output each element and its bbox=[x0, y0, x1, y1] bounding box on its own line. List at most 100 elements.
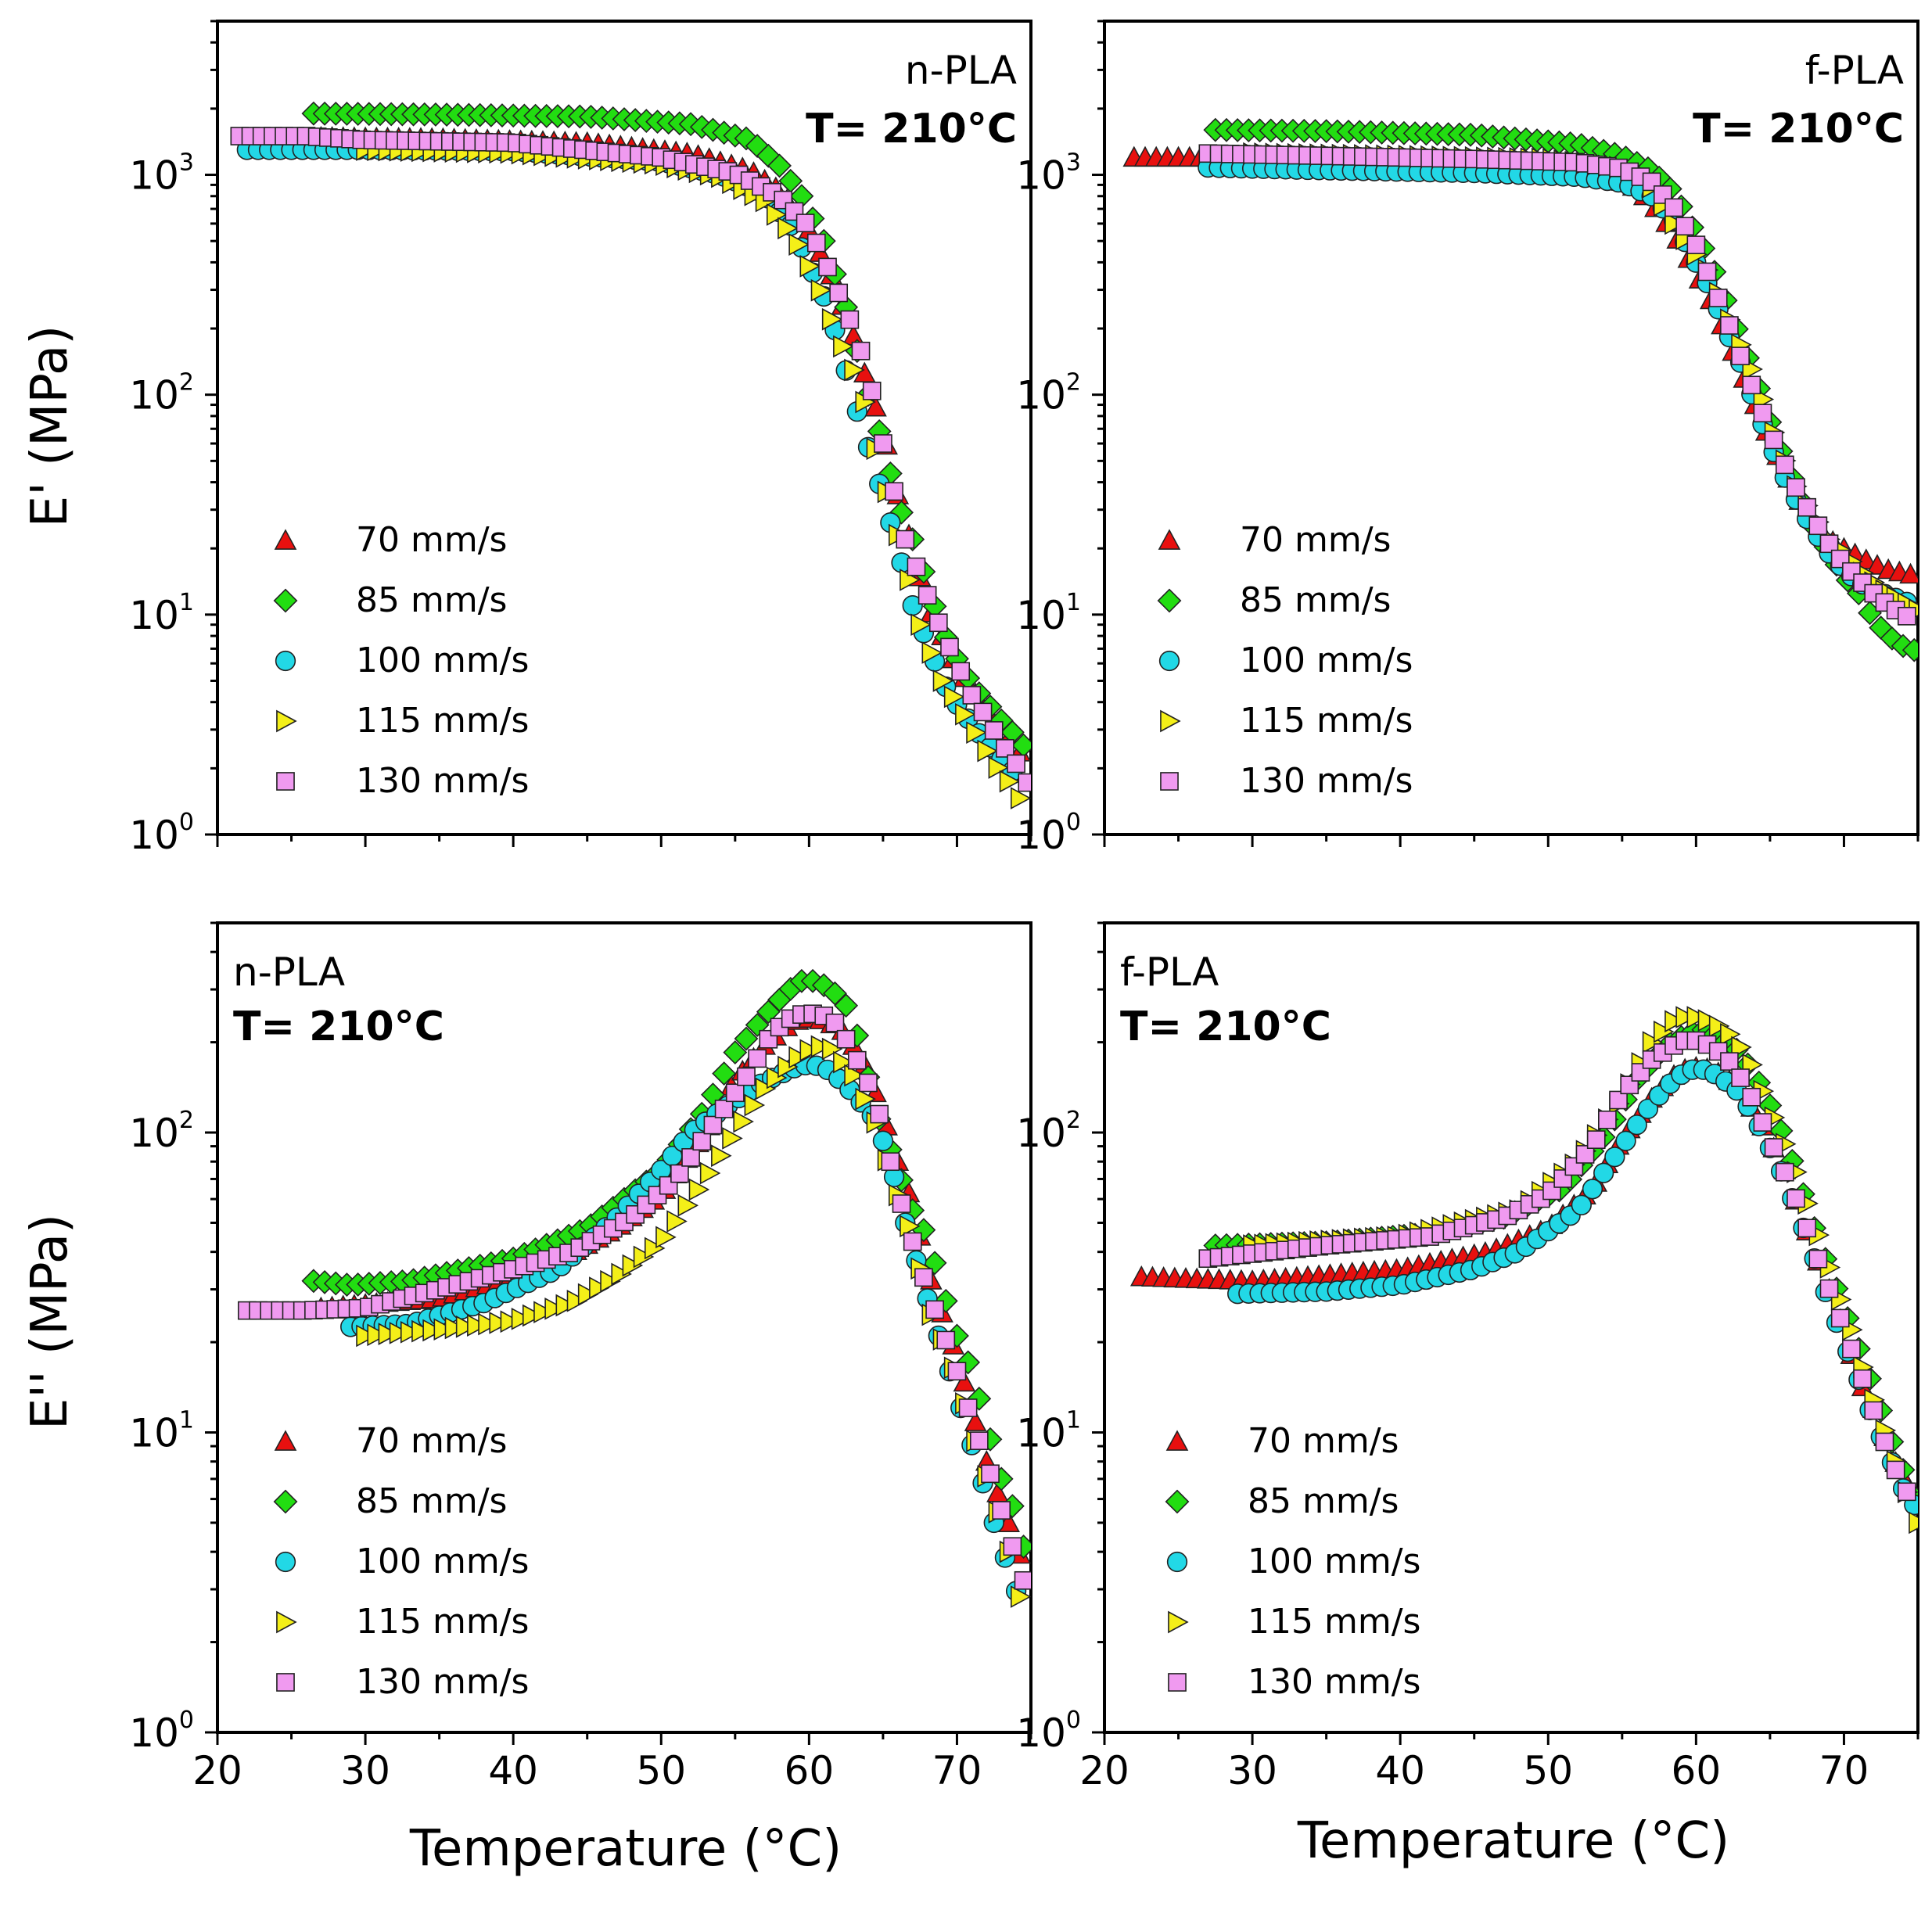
data-point bbox=[896, 529, 915, 549]
data-point bbox=[533, 1301, 555, 1324]
data-point bbox=[932, 669, 954, 692]
data-point bbox=[1010, 787, 1031, 809]
data-point bbox=[788, 1046, 810, 1069]
legend-marker bbox=[1168, 1610, 1189, 1634]
legend-marker bbox=[275, 1551, 296, 1573]
data-point bbox=[734, 1026, 759, 1051]
data-point bbox=[795, 214, 815, 232]
legend-entry: 130 mm/s bbox=[276, 1662, 529, 1702]
data-point bbox=[489, 1312, 510, 1334]
data-point bbox=[444, 1316, 466, 1340]
data-point bbox=[799, 1039, 821, 1062]
y-tick-label: 101 bbox=[129, 1407, 194, 1456]
panel-material-label: n-PLA bbox=[233, 949, 345, 995]
x-tick-label: 20 bbox=[1079, 1748, 1129, 1793]
data-point bbox=[566, 1289, 588, 1312]
data-point bbox=[1686, 235, 1706, 254]
y-axis-title-storage: E' (MPa) bbox=[21, 325, 79, 527]
data-point bbox=[834, 993, 859, 1018]
legend-marker bbox=[276, 709, 297, 733]
data-point bbox=[1909, 1511, 1918, 1534]
legend-marker bbox=[273, 588, 298, 613]
data-point bbox=[947, 1362, 967, 1381]
data-point bbox=[670, 1164, 689, 1183]
series-130-mm-s bbox=[230, 127, 1031, 792]
data-point bbox=[874, 434, 892, 453]
data-point bbox=[936, 1330, 956, 1350]
legend-label: 130 mm/s bbox=[356, 1662, 529, 1702]
data-point bbox=[1626, 1115, 1647, 1136]
legend-marker bbox=[1158, 529, 1181, 550]
data-point bbox=[951, 662, 971, 681]
x-tick-label: 30 bbox=[1227, 1748, 1277, 1793]
y-tick-label: 103 bbox=[1016, 149, 1081, 199]
data-point bbox=[734, 126, 759, 151]
data-point bbox=[378, 1323, 400, 1345]
legend-label: 115 mm/s bbox=[356, 701, 529, 741]
legend-marker bbox=[1168, 1673, 1187, 1692]
panel-storage-n-pla: 100 101 102 103 n-PLA T= 210°C 70 mm/s 85 mm/s 1… bbox=[129, 20, 1032, 858]
legend-marker bbox=[1165, 1489, 1190, 1514]
data-point bbox=[1775, 455, 1794, 475]
legend-label: 70 mm/s bbox=[1240, 520, 1391, 560]
legend-label: 115 mm/s bbox=[1248, 1602, 1420, 1642]
legend-entry: 85 mm/s bbox=[273, 580, 507, 620]
data-point bbox=[722, 1127, 743, 1150]
legend-entry: 115 mm/s bbox=[1168, 1602, 1420, 1642]
data-point bbox=[1875, 1432, 1894, 1452]
legend-label: 115 mm/s bbox=[1240, 701, 1413, 741]
legend-marker bbox=[273, 1489, 298, 1514]
data-point bbox=[1014, 1570, 1031, 1590]
data-point bbox=[973, 702, 993, 722]
data-point bbox=[367, 1323, 388, 1347]
data-point bbox=[1742, 375, 1761, 395]
data-point bbox=[810, 278, 832, 302]
legend-label: 85 mm/s bbox=[356, 580, 507, 620]
data-point bbox=[1003, 1537, 1022, 1556]
data-point bbox=[711, 1144, 732, 1168]
data-point bbox=[1604, 1147, 1625, 1168]
data-point bbox=[692, 1132, 712, 1151]
data-point bbox=[688, 1178, 710, 1201]
data-markers bbox=[1122, 117, 1918, 662]
data-point bbox=[1808, 516, 1828, 536]
data-point bbox=[885, 482, 903, 501]
series-130-mm-s bbox=[1198, 144, 1916, 626]
data-point bbox=[833, 1050, 854, 1074]
data-point bbox=[943, 685, 965, 709]
data-point bbox=[1720, 1052, 1739, 1071]
y-tick-label: 102 bbox=[129, 369, 194, 418]
data-point bbox=[999, 770, 1021, 793]
data-point bbox=[1708, 1014, 1730, 1038]
legend-entry: 85 mm/s bbox=[273, 1481, 507, 1521]
data-point bbox=[1664, 1010, 1686, 1033]
y-tick-label: 100 bbox=[1016, 1707, 1081, 1756]
data-point bbox=[1764, 430, 1783, 450]
data-point bbox=[677, 1193, 699, 1217]
legend-label: 130 mm/s bbox=[1248, 1662, 1420, 1702]
data-point bbox=[1901, 637, 1918, 662]
data-point bbox=[881, 1152, 900, 1172]
legend-entry: 100 mm/s bbox=[1166, 1542, 1420, 1581]
y-tick-label: 102 bbox=[1016, 369, 1081, 418]
data-point bbox=[925, 1300, 944, 1319]
data-point bbox=[714, 1100, 734, 1118]
data-point bbox=[1842, 1339, 1861, 1359]
data-point bbox=[1653, 1020, 1675, 1043]
x-axis-title-right: Temperature (°C) bbox=[1297, 1812, 1729, 1870]
data-point bbox=[1575, 1145, 1595, 1164]
data-point bbox=[1797, 497, 1817, 517]
data-point bbox=[844, 358, 865, 382]
panel-material-label: f-PLA bbox=[1805, 48, 1904, 93]
legend-label: 130 mm/s bbox=[1240, 761, 1413, 801]
data-point bbox=[1598, 1110, 1617, 1129]
data-point bbox=[833, 335, 854, 358]
legend-label: 100 mm/s bbox=[1240, 641, 1413, 680]
data-point bbox=[1007, 754, 1025, 774]
data-point bbox=[806, 233, 826, 253]
legend-entry: 100 mm/s bbox=[275, 641, 529, 680]
data-point bbox=[953, 1370, 976, 1392]
x-tick-label: 60 bbox=[785, 1748, 835, 1793]
panel-material-label: f-PLA bbox=[1120, 949, 1219, 995]
data-point bbox=[500, 1310, 522, 1333]
